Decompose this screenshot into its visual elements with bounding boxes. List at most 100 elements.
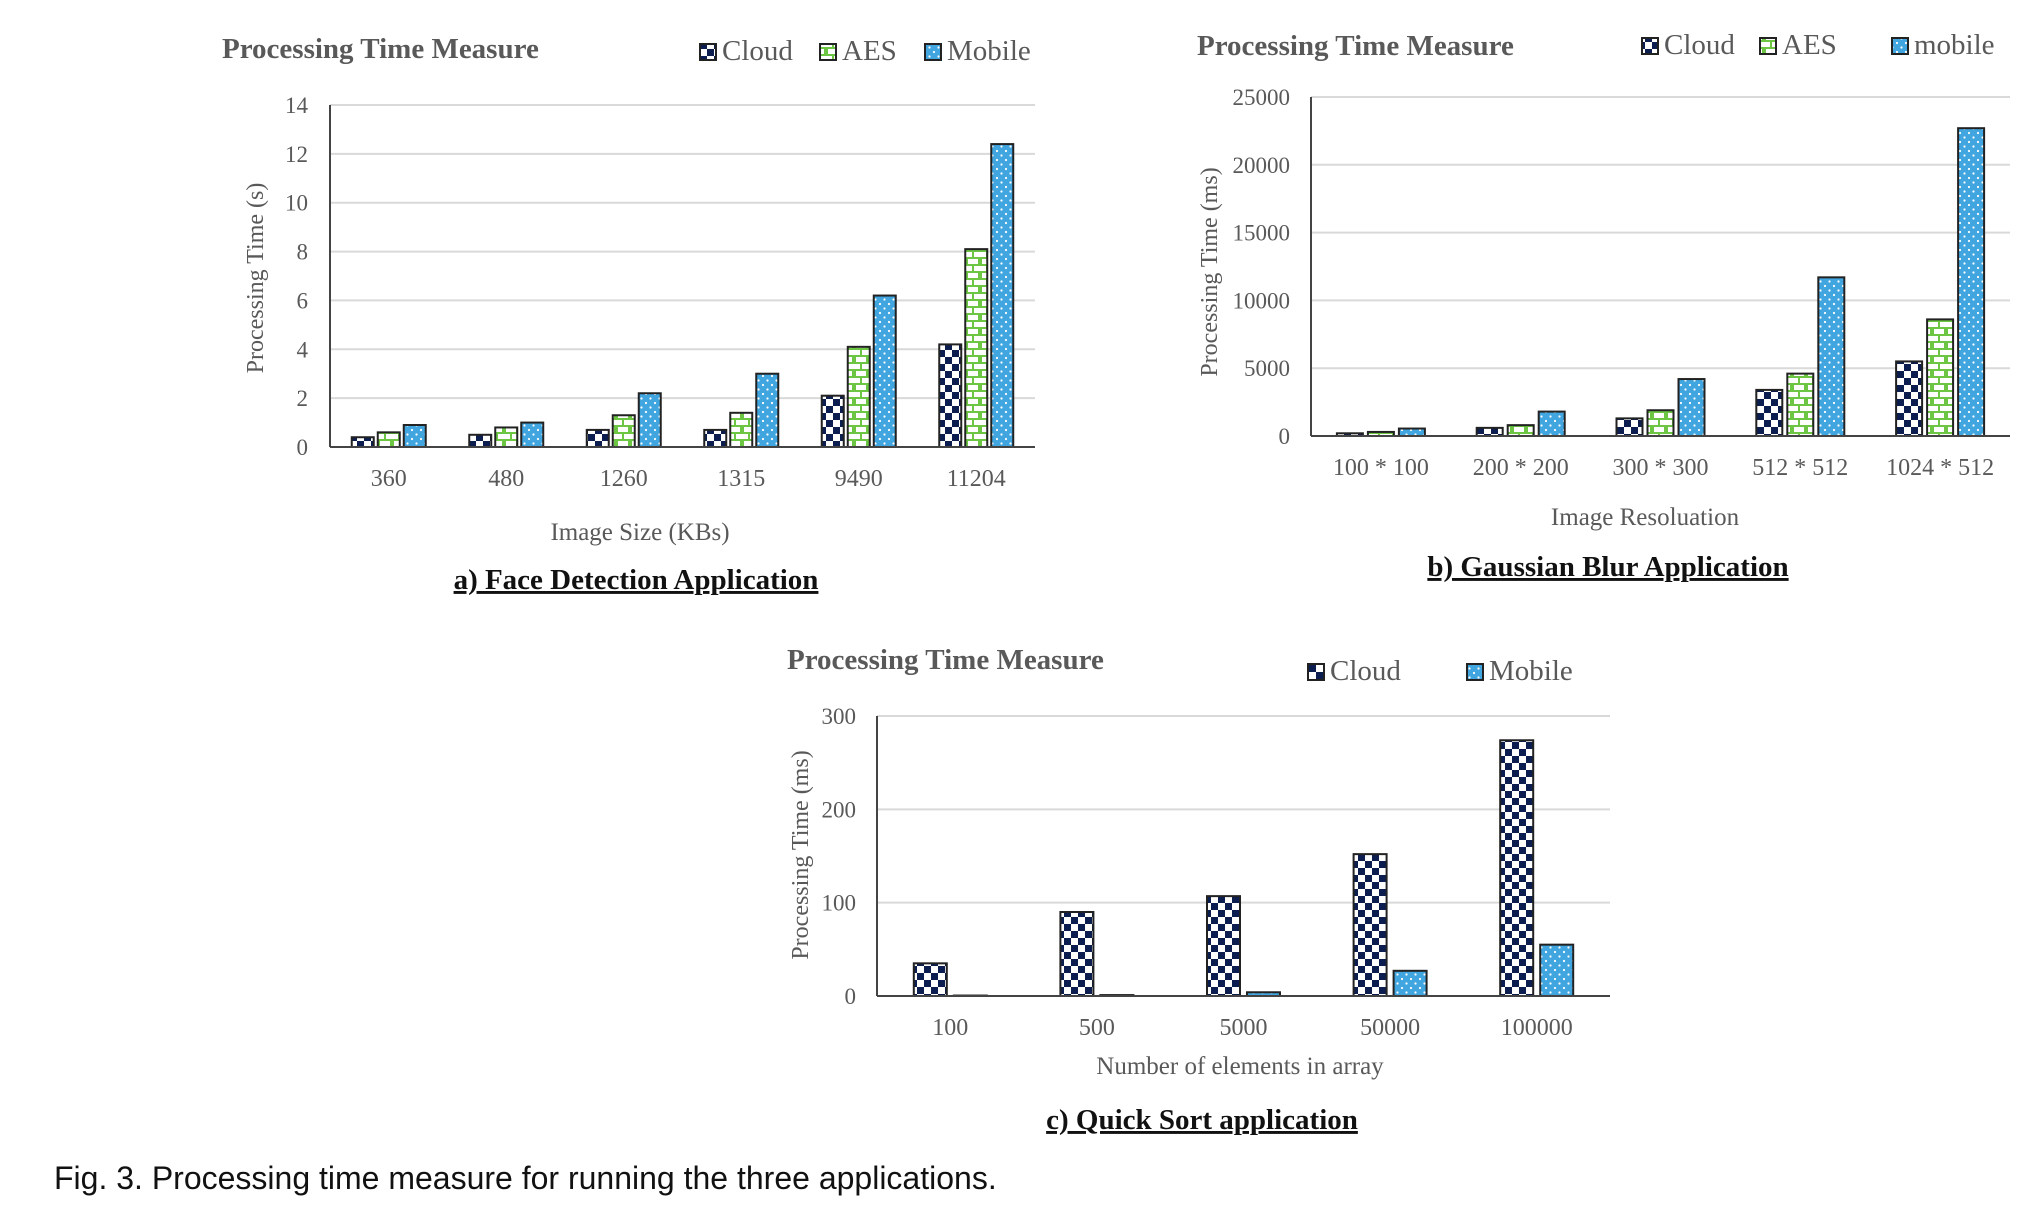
bar-mobile-480 (520, 421, 545, 449)
bar-cloud-1260 (585, 428, 610, 448)
x-tick-label: 360 (371, 466, 407, 492)
y-tick-label: 8 (297, 240, 309, 265)
chart-face-detection: Processing Time Measure Cloud AES Mobile 0… (222, 33, 1035, 596)
bar-cloud-9490 (820, 394, 845, 449)
chart-subtitle: c) Quick Sort application (1046, 1104, 1358, 1136)
bar-aes-9490 (846, 345, 871, 449)
x-tick-label: 11204 (947, 466, 1006, 492)
bar-mobile-50000 (1392, 969, 1428, 997)
x-axis-label: Image Size (KBs) (550, 519, 729, 546)
legend-swatch (1466, 663, 1484, 681)
bar-cloud-50000 (1352, 853, 1388, 998)
y-tick-label: 200 (822, 797, 857, 822)
bar-cloud-300-300 (1615, 417, 1644, 438)
bar-mobile-1315 (755, 372, 780, 449)
chart-legend: Cloud AES mobile (1641, 29, 1995, 61)
bar-cloud-1024-512 (1895, 360, 1924, 438)
legend-item-mobile: mobile (1891, 29, 1995, 61)
bar-cloud-5000 (1206, 895, 1241, 998)
bar-mobile-360 (402, 424, 427, 448)
y-tick-label: 10 (285, 191, 308, 216)
chart-bars (1335, 127, 1986, 438)
y-tick-label: 2 (297, 386, 309, 411)
x-axis-tick-labels: 100 * 100 200 * 200 300 * 300 512 * 512 1024… (1333, 455, 1994, 481)
y-tick-label: 0 (845, 984, 857, 1009)
legend-item-aes: AES (1759, 29, 1837, 61)
legend-swatch (1307, 663, 1325, 681)
bar-mobile-100-100 (1397, 427, 1426, 437)
bar-cloud-11204 (938, 343, 963, 448)
x-tick-label: 9490 (835, 466, 883, 492)
bar-cloud-360 (350, 436, 375, 449)
y-tick-label: 20000 (1233, 153, 1291, 178)
figure-caption: Fig. 3. Processing time measure for runn… (54, 1160, 997, 1196)
legend-label: AES (1782, 29, 1837, 61)
x-tick-label: 480 (488, 466, 524, 492)
y-axis-tick-labels: 0 100 200 300 (822, 704, 857, 1009)
chart-legend: Cloud Mobile (1307, 655, 1573, 687)
y-tick-label: 10000 (1233, 288, 1291, 313)
y-tick-label: 4 (297, 337, 309, 362)
legend-item-aes: AES (819, 35, 897, 67)
y-tick-label: 14 (285, 93, 309, 118)
x-tick-label: 512 * 512 (1752, 455, 1848, 481)
bar-aes-1315 (729, 411, 754, 448)
y-axis-label: Processing Time (ms) (1197, 167, 1223, 376)
y-tick-label: 12 (285, 142, 308, 167)
x-tick-label: 50000 (1360, 1015, 1420, 1041)
legend-label: Mobile (1489, 655, 1573, 687)
x-tick-label: 200 * 200 (1473, 455, 1569, 481)
y-tick-label: 5000 (1244, 356, 1290, 381)
legend-item-cloud: Cloud (1307, 655, 1401, 687)
bar-aes-11204 (964, 248, 989, 448)
chart-quick-sort: Processing Time Measure Cloud Mobile 0 100… (787, 644, 1610, 1136)
x-tick-label: 100000 (1501, 1015, 1573, 1041)
chart-gridlines (877, 715, 1610, 904)
bar-mobile-1024-512 (1957, 127, 1986, 438)
legend-label: Cloud (1330, 655, 1401, 687)
legend-item-mobile: Mobile (924, 35, 1031, 67)
bar-aes-480 (494, 426, 519, 449)
legend-swatch (819, 43, 837, 61)
x-axis-label: Image Resoluation (1551, 504, 1740, 531)
x-axis-label: Number of elements in array (1096, 1053, 1384, 1080)
bar-cloud-100000 (1499, 739, 1535, 997)
y-axis-label: Processing Time (s) (243, 183, 269, 374)
legend-label: Cloud (722, 35, 793, 67)
y-axis-tick-labels: 0 2 4 6 8 10 12 14 (285, 93, 309, 460)
y-tick-label: 6 (297, 288, 309, 313)
legend-item-mobile: Mobile (1466, 655, 1573, 687)
bar-cloud-512-512 (1755, 388, 1784, 437)
bar-mobile-200-200 (1537, 410, 1566, 438)
bar-aes-360 (376, 431, 401, 449)
bar-cloud-100 (912, 962, 948, 997)
chart-title: Processing Time Measure (222, 33, 539, 65)
x-tick-label: 300 * 300 (1613, 455, 1709, 481)
chart-title: Processing Time Measure (1197, 30, 1514, 62)
chart-bars (350, 143, 1015, 449)
legend-label: Mobile (947, 35, 1031, 67)
bar-mobile-9490 (872, 294, 897, 448)
chart-gaussian-blur: Processing Time Measure Cloud AES mobile 0… (1197, 29, 2010, 583)
legend-swatch (1891, 37, 1909, 55)
chart-subtitle: a) Face Detection Application (454, 564, 819, 596)
bar-cloud-480 (468, 433, 493, 448)
bar-cloud-200-200 (1475, 426, 1504, 438)
legend-swatch (924, 43, 942, 61)
x-tick-label: 100 * 100 (1333, 455, 1429, 481)
bar-mobile-100000 (1539, 943, 1575, 998)
chart-subtitle: b) Gaussian Blur Application (1427, 551, 1788, 583)
bar-cloud-1315 (703, 428, 728, 448)
legend-swatch (1641, 37, 1659, 55)
chart-title: Processing Time Measure (787, 644, 1104, 676)
y-tick-label: 25000 (1233, 85, 1291, 110)
legend-swatch (699, 43, 717, 61)
x-tick-label: 1260 (600, 466, 648, 492)
x-axis-tick-labels: 100 500 5000 50000 100000 (932, 1015, 1572, 1041)
legend-label: Cloud (1664, 29, 1735, 61)
y-tick-label: 100 (822, 891, 857, 916)
legend-item-cloud: Cloud (699, 35, 793, 67)
bar-aes-512-512 (1786, 372, 1815, 437)
y-tick-label: 0 (297, 435, 309, 460)
